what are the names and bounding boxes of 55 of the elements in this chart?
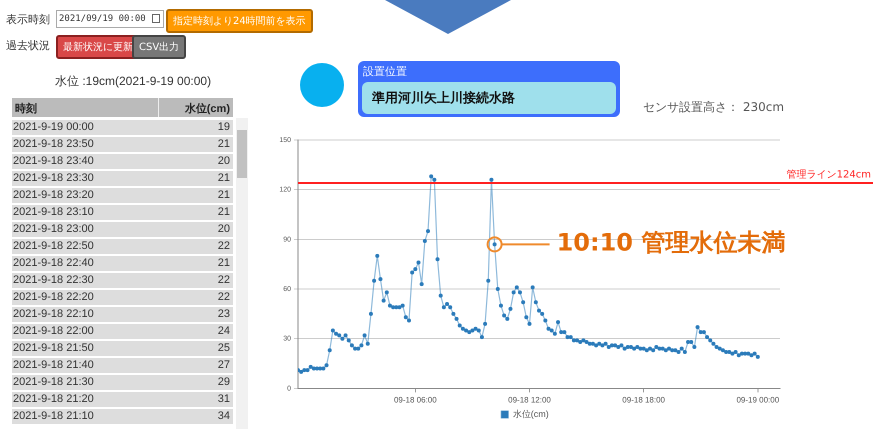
ref-line-label: 管理ライン124cm [786,170,871,181]
x-tick-label: 09-18 06:00 [394,395,438,404]
category-label: 2021-9-18 22:10 [13,308,94,320]
data-label: 25 [218,342,230,354]
x-tick-label: 09-18 18:00 [622,395,666,404]
data-label: 22 [218,291,230,303]
data-label: 21 [218,172,230,184]
category-label: 2021-9-19 00:00 [13,121,94,133]
data-label: 24 [218,325,230,337]
data-label: 22 [218,274,230,286]
data-label: 20 [218,223,230,235]
text: 準用河川矢上川接続水路 [372,90,515,107]
text: CSV出力 [132,35,186,59]
data-label: 21 [218,138,230,150]
category-label: 2021-9-18 21:30 [13,376,94,388]
category-label: 2021-9-18 23:30 [13,172,94,184]
data-label: 23 [218,308,230,320]
data-label: 21 [218,206,230,218]
data-label: 22 [218,240,230,252]
data-label: 34 [218,410,230,422]
text: センサ設置高さ： 230cm [643,99,784,116]
text: 水位 :19cm(2021-9-19 00:00) [55,73,212,90]
category-label: 2021-9-18 21:50 [13,342,94,354]
category-label: 2021-9-18 22:40 [13,257,94,269]
text: 過去状況 [6,38,50,53]
text: 時刻 [15,102,37,116]
category-label: 2021-9-18 23:40 [13,155,94,167]
category-label: 2021-9-18 22:20 [13,291,94,303]
category-label: 2021-9-18 22:30 [13,274,94,286]
category-label: 2021-9-18 21:20 [13,393,94,405]
legend-label: 水位(cm) [512,408,549,419]
text: 指定時刻より24時間前を表示 [166,9,313,33]
text: 水位(cm) [184,102,230,116]
category-label: 2021-9-18 23:20 [13,189,94,201]
category-label: 2021-9-18 21:10 [13,410,94,422]
text: 設置位置 [363,64,407,79]
data-label: 21 [218,189,230,201]
category-label: 2021-9-18 23:50 [13,138,94,150]
data-label: 27 [218,359,230,371]
text: 2021/09/19 00:00 [56,10,164,28]
data-label: 19 [218,121,230,133]
category-label: 2021-9-18 22:00 [13,325,94,337]
data-label: 29 [218,376,230,388]
text: 表示時刻 [6,12,50,27]
category-label: 2021-9-18 21:40 [13,359,94,371]
category-label: 2021-9-18 23:00 [13,223,94,235]
data-label: 20 [218,155,230,167]
x-tick-label: 09-18 12:00 [508,395,552,404]
x-tick-label: 09-19 00:00 [736,395,780,404]
category-label: 2021-9-18 22:50 [13,240,94,252]
data-label: 31 [218,393,230,405]
text: 最新状況に更新 [56,35,140,59]
annotation: 10:10 管理水位未満 [556,228,786,257]
data-label: 21 [218,257,230,269]
category-label: 2021-9-18 23:10 [13,206,94,218]
